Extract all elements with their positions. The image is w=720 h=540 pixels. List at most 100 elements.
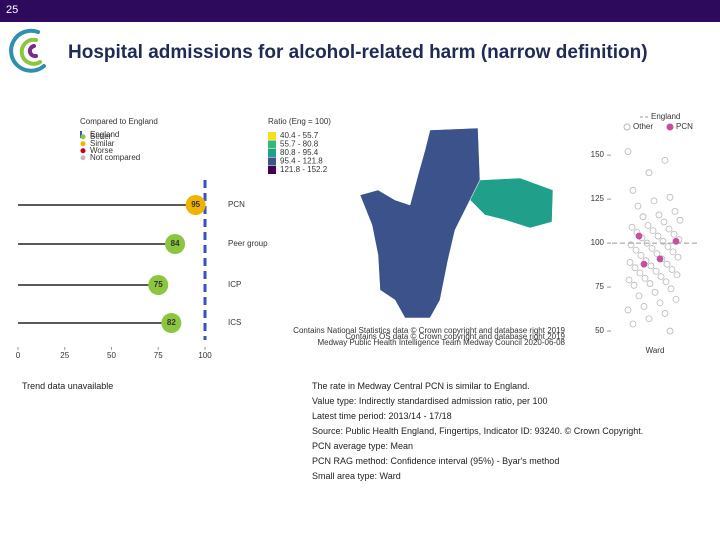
legend-label: 80.8 - 95.4 (280, 148, 319, 157)
point (624, 306, 632, 314)
point (640, 260, 648, 268)
point (650, 197, 658, 205)
point (653, 250, 661, 258)
x-tick-label: 100 (198, 351, 212, 360)
dot (165, 234, 186, 254)
indicator-notes: The rate in Medway Central PCN is simila… (312, 381, 643, 486)
trend-note: Trend data unavailable (22, 381, 114, 391)
point (657, 273, 665, 280)
legend-label: 40.4 - 55.7 (280, 131, 319, 140)
header-bar: 25 (0, 0, 720, 22)
map-shapes (359, 127, 554, 319)
map-region (469, 177, 554, 229)
point (645, 169, 653, 177)
point (659, 237, 667, 245)
point (669, 248, 677, 256)
point (632, 246, 640, 254)
legend-label: PCN (676, 122, 693, 131)
point (656, 255, 664, 263)
legend-label: Better (90, 132, 112, 141)
logo-arc (9, 28, 46, 73)
point (629, 186, 637, 194)
legend-key (268, 157, 276, 166)
point (625, 276, 633, 284)
x-tick-label: 50 (107, 351, 116, 360)
point (671, 208, 679, 215)
point (666, 193, 674, 201)
point (665, 225, 673, 233)
value-label: 84 (171, 239, 180, 248)
point (626, 259, 634, 266)
point (651, 288, 659, 296)
y-tick-label: 50 (595, 326, 604, 335)
point (655, 211, 663, 219)
legend-label: Other (633, 122, 653, 131)
value-label: 75 (154, 280, 163, 289)
legend-key (80, 134, 86, 140)
point (637, 251, 645, 259)
legend-label: England (90, 130, 119, 139)
point (635, 232, 643, 240)
value-label: 95 (191, 200, 200, 209)
point (667, 285, 675, 293)
legend-title: Ratio (Eng = 100) (268, 117, 331, 126)
point (630, 281, 638, 289)
point (661, 156, 669, 164)
dot (161, 313, 182, 333)
legend-label: Not compared (90, 153, 140, 162)
legend-label: 55.7 - 80.8 (280, 140, 319, 149)
point (660, 218, 668, 226)
point (656, 299, 664, 307)
x-tick-label: 75 (154, 351, 163, 360)
legend-key (80, 155, 86, 161)
point (661, 310, 669, 317)
legend-label: England (651, 112, 680, 121)
note-line: PCN RAG method: Confidence interval (95%… (312, 456, 560, 466)
y-tick-label: 75 (595, 282, 604, 291)
point (645, 315, 653, 323)
category-label: Peer group (228, 239, 268, 248)
point (644, 222, 652, 229)
point (676, 216, 684, 224)
point (627, 241, 635, 249)
point (640, 303, 648, 310)
point (674, 253, 682, 261)
x-tick-label: 0 (16, 351, 21, 360)
point (648, 244, 656, 252)
slide-number: 25 (6, 4, 19, 16)
legend-key (80, 141, 86, 147)
point (652, 267, 660, 275)
point (635, 292, 643, 300)
note-line: The rate in Medway Central PCN is simila… (312, 381, 530, 391)
legend-label: 95.4 - 121.8 (280, 157, 323, 166)
point (634, 202, 642, 210)
note-line: Latest time period: 2013/14 - 17/18 (312, 411, 452, 421)
note-line: PCN average type: Mean (312, 441, 414, 451)
point (646, 280, 654, 287)
y-tick-label: 125 (591, 194, 605, 203)
point (670, 230, 678, 238)
point (647, 262, 655, 270)
point (649, 227, 657, 235)
point (641, 274, 649, 282)
y-tick-label: 150 (591, 150, 605, 159)
point (662, 278, 670, 286)
point (664, 243, 672, 250)
point (624, 148, 632, 155)
y-tick-label: 100 (591, 238, 605, 247)
logo (9, 28, 46, 73)
map-region (359, 127, 481, 319)
note-line: Small area type: Ward (312, 471, 401, 481)
x-axis-label: Ward (646, 346, 665, 355)
credit: Medway Public Health Intelligence Team M… (317, 338, 565, 347)
point (631, 264, 639, 272)
category-label: PCN (228, 200, 245, 209)
legend-key (80, 148, 86, 154)
point (672, 237, 680, 245)
point (628, 223, 636, 231)
legend-key (268, 132, 276, 140)
legend-label: Similar (90, 139, 115, 148)
slide-title: Hospital admissions for alcohol-related … (68, 42, 648, 63)
